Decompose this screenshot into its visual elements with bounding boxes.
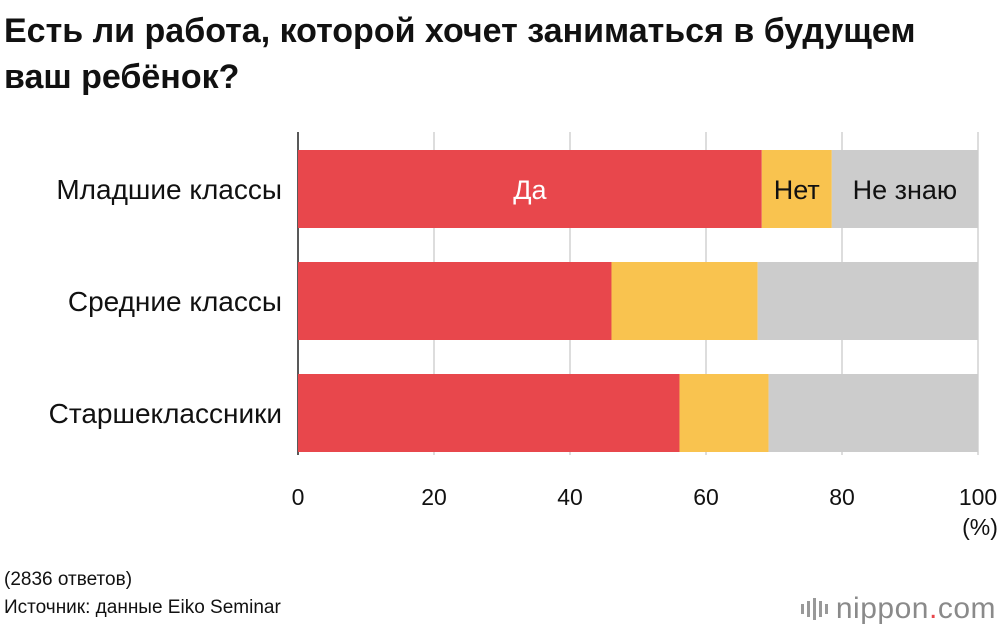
series-label: Не знаю (853, 175, 958, 205)
nippon-logo: nippon.com (800, 592, 996, 626)
x-tick-label: 20 (421, 484, 447, 510)
bar-segment (679, 374, 769, 452)
x-tick-label: 0 (292, 484, 305, 510)
bar-segment (611, 262, 758, 340)
category-label: Младшие классы (56, 174, 282, 205)
category-label: Старшеклассники (49, 398, 282, 429)
logo-bars-icon (800, 598, 828, 620)
bar-segment (298, 374, 680, 452)
bar-segment (298, 262, 612, 340)
x-axis-unit: (%) (962, 514, 998, 540)
bar-segment (298, 150, 762, 228)
source-note: Источник: данные Eiko Seminar (4, 597, 281, 618)
logo-text: nippon.com (835, 592, 996, 625)
bar-segment (757, 262, 978, 340)
series-label: Нет (774, 175, 820, 205)
chart-title: Есть ли работа, которой хочет заниматься… (4, 12, 916, 96)
x-tick-label: 100 (959, 484, 997, 510)
bar-segment (761, 150, 832, 228)
responses-note: (2836 ответов) (4, 569, 133, 590)
bar-segment (831, 150, 978, 228)
series-label: Да (513, 175, 547, 205)
x-tick-label: 60 (693, 484, 719, 510)
bar-segment (768, 374, 978, 452)
category-label: Средние классы (68, 286, 282, 317)
x-tick-label: 40 (557, 484, 583, 510)
x-tick-label: 80 (829, 484, 855, 510)
